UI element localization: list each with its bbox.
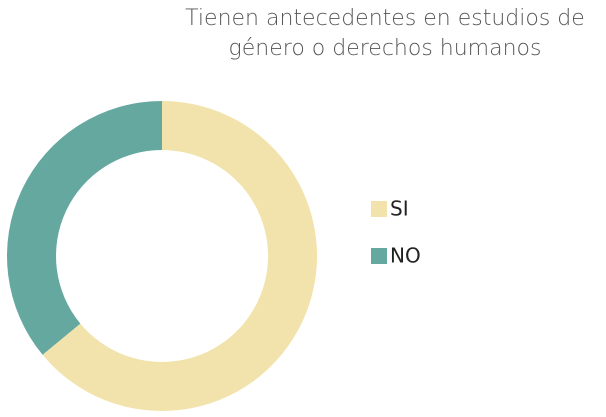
donut-slice [7, 100, 163, 355]
legend-swatch [371, 201, 387, 217]
donut-slice [42, 101, 318, 411]
legend-label: SI [390, 197, 409, 221]
legend-label: NO [390, 244, 421, 268]
chart-title: Tienen antecedentes en estudios de géner… [185, 6, 585, 61]
legend-swatch [371, 248, 387, 264]
